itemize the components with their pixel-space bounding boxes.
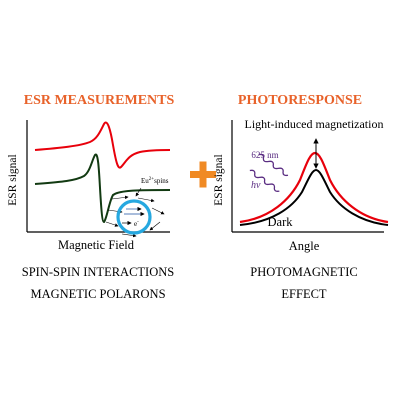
- spin-arrow: [151, 207, 165, 215]
- spin-arrow: [105, 221, 119, 227]
- eu-spins-label: Eu2+spins: [141, 177, 169, 185]
- right-black-curve: [239, 168, 389, 226]
- left-dark-curve: [34, 153, 171, 224]
- polaron-circle: [116, 199, 152, 235]
- left-x-axis-label: Magnetic Field: [58, 238, 135, 252]
- wavelength-label: 625 nm: [251, 150, 278, 160]
- eu-spins-arrow-1: [135, 187, 142, 197]
- spin-arrow: [121, 233, 137, 238]
- photon-label: hv: [251, 180, 261, 191]
- spin-arrow: [137, 197, 155, 203]
- spin-arrow: [111, 195, 129, 200]
- left-caption-line2: MAGNETIC POLARONS: [30, 287, 165, 301]
- right-red-curve: [239, 151, 389, 224]
- right-x-axis-label: Angle: [289, 239, 320, 253]
- left-heading: ESR MEASUREMENTS: [24, 93, 175, 108]
- plus-sign: [190, 161, 216, 188]
- right-caption-line2: EFFECT: [281, 287, 327, 301]
- left-y-axis-label: ESR signal: [7, 154, 19, 205]
- right-y-axis-label: ESR signal: [213, 154, 225, 205]
- left-caption-line1: SPIN-SPIN INTERACTIONS: [22, 265, 174, 279]
- top-annotation: Light-induced magnetization: [245, 117, 384, 131]
- spin-arrow: [149, 221, 161, 231]
- dark-label: Dark: [268, 215, 294, 229]
- electron-label: e-: [134, 220, 139, 228]
- polaron-inset: e-: [105, 195, 165, 238]
- left-red-curve: [34, 121, 171, 169]
- photon-wave: [249, 153, 289, 192]
- right-caption-line1: PHOTOMAGNETIC: [250, 265, 357, 279]
- right-heading: PHOTORESPONSE: [238, 93, 362, 108]
